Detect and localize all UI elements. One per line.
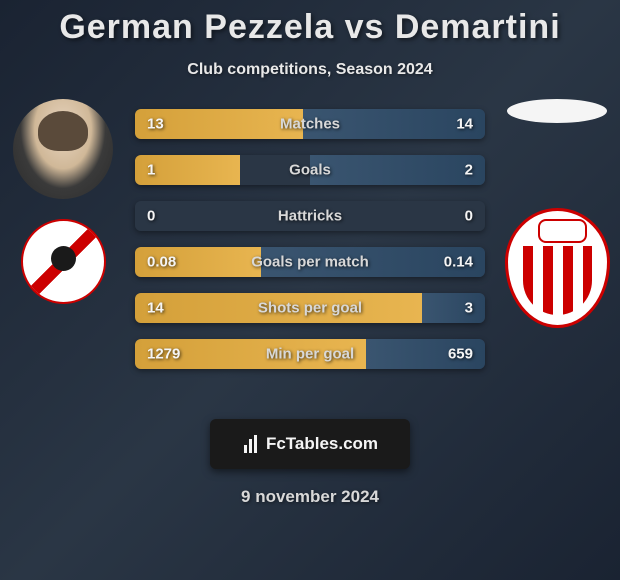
page-title: German Pezzela vs Demartini <box>0 0 620 47</box>
bar-fill-left <box>135 155 240 185</box>
bar-fill-right <box>261 247 485 277</box>
stat-bar-row: 1279659Min per goal <box>135 339 485 369</box>
right-player-column <box>502 99 612 328</box>
stat-bar-row: 0.080.14Goals per match <box>135 247 485 277</box>
bar-fill-right <box>310 155 485 185</box>
bar-fill-right <box>303 109 485 139</box>
bar-fill-left <box>135 293 422 323</box>
stat-bar-row: 143Shots per goal <box>135 293 485 323</box>
player-avatar-right-placeholder <box>507 99 607 123</box>
left-player-column <box>8 99 118 304</box>
stat-bar-row: 1314Matches <box>135 109 485 139</box>
bar-chart-icon <box>242 435 260 453</box>
stat-bars-container: 1314Matches 12Goals 00Hattricks 0.080.14Goa… <box>135 109 485 385</box>
bar-fill-left <box>135 247 261 277</box>
barracas-central-crest-icon <box>505 208 610 328</box>
player-avatar-left <box>13 99 113 199</box>
bar-fill-left <box>135 339 366 369</box>
river-plate-crest-icon <box>21 219 106 304</box>
brand-badge: FcTables.com <box>210 419 410 469</box>
stat-bar-row: 00Hattricks <box>135 201 485 231</box>
subtitle: Club competitions, Season 2024 <box>0 61 620 79</box>
brand-text: FcTables.com <box>266 434 378 454</box>
bar-fill-right <box>366 339 485 369</box>
bar-fill-right <box>422 293 485 323</box>
stat-bar-row: 12Goals <box>135 155 485 185</box>
bar-fill-left <box>135 109 303 139</box>
date-caption: 9 november 2024 <box>0 487 620 507</box>
bar-track <box>135 201 485 231</box>
comparison-content: 1314Matches 12Goals 00Hattricks 0.080.14Goa… <box>0 109 620 419</box>
